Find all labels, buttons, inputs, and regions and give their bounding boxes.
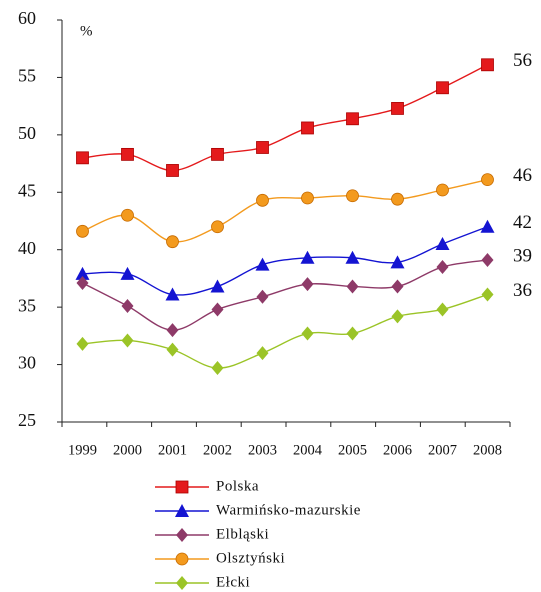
marker [166,235,179,249]
marker [436,259,449,274]
end-label: 39 [513,245,532,266]
marker [346,112,359,126]
marker [436,183,449,197]
marker [481,58,494,72]
marker [76,276,89,291]
marker [256,346,269,361]
series-line [82,226,488,296]
series-line [82,293,488,369]
marker [166,323,179,338]
x-tick-label: 2000 [113,442,142,458]
marker [345,250,360,264]
marker [76,224,89,238]
series-line [82,64,488,172]
end-label: 56 [513,50,532,71]
legend-marker [175,480,189,494]
y-unit: % [80,23,93,39]
marker [391,309,404,324]
y-tick-label: 25 [18,410,36,430]
marker [436,302,449,317]
x-tick-label: 2002 [203,442,232,458]
end-label: 42 [513,212,532,233]
marker [390,255,405,269]
marker [165,287,180,301]
marker [391,279,404,294]
x-tick-label: 2008 [473,442,502,458]
legend-marker [176,528,188,542]
marker [301,191,314,205]
legend-marker [175,504,189,517]
x-tick-label: 2004 [293,442,323,458]
series-line [82,259,488,331]
y-tick-label: 60 [18,8,36,28]
marker [436,81,449,95]
marker [301,326,314,341]
legend-label: Warmińsko-mazurskie [216,502,361,518]
legend-label: Polska [216,478,259,494]
y-tick-label: 35 [18,295,36,315]
marker [300,250,315,264]
marker [121,208,134,222]
marker [301,277,314,292]
marker [120,266,135,280]
marker [211,147,224,161]
marker [256,141,269,154]
marker [76,336,89,351]
x-tick-label: 2001 [158,442,187,458]
marker [435,236,450,250]
marker [346,279,359,294]
marker [121,298,134,313]
y-tick-label: 55 [18,66,36,86]
legend-marker [176,576,188,590]
marker [256,193,269,207]
marker [255,257,270,271]
y-tick-label: 45 [18,180,36,200]
series-line [82,178,488,243]
marker [75,266,90,280]
x-tick-label: 2003 [248,442,277,458]
marker [76,151,89,165]
x-tick-label: 1999 [68,442,97,458]
marker [166,164,179,177]
marker [480,219,495,233]
marker [346,326,359,341]
marker [481,173,494,187]
marker [391,192,404,206]
marker [211,220,224,234]
marker [346,189,359,203]
y-tick-label: 40 [18,238,36,258]
marker [481,287,494,302]
marker [301,121,314,135]
x-tick-label: 2005 [338,442,367,458]
marker [481,253,494,268]
y-tick-label: 50 [18,123,36,143]
marker [256,289,269,304]
legend-label: Ełcki [216,574,250,590]
marker [166,342,179,357]
marker [121,147,134,161]
legend-marker [175,552,189,566]
x-tick-label: 2007 [428,442,457,458]
x-tick-label: 2006 [383,442,412,458]
marker [210,279,225,293]
y-tick-label: 30 [18,353,36,373]
marker [211,302,224,317]
end-label: 46 [513,165,532,186]
marker [391,102,404,115]
marker [211,361,224,376]
marker [121,333,134,348]
legend-label: Olsztyński [216,550,285,566]
legend-label: Elbląski [216,526,269,542]
end-label: 36 [513,280,532,301]
